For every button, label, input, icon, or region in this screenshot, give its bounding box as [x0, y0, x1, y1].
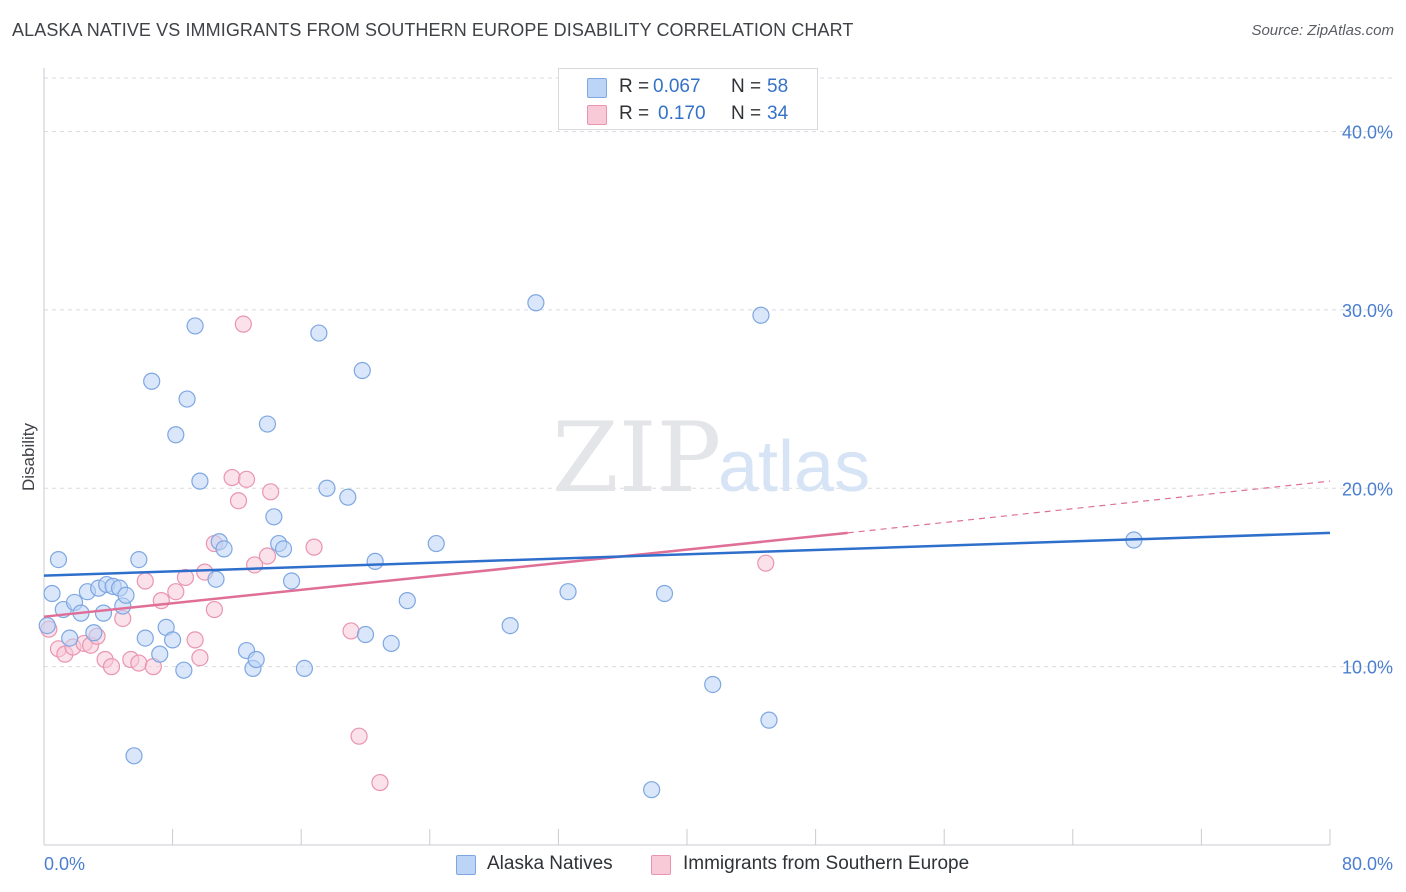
correlation-legend: R = 0.067 N = 58 R = 0.170 N = 34: [558, 68, 818, 130]
pink-point: [167, 583, 185, 601]
blue-point: [366, 552, 384, 570]
blue-point: [318, 479, 336, 497]
blue-point: [186, 317, 204, 335]
bottom-legend-label: Immigrants from Southern Europe: [683, 853, 970, 874]
blue-point: [215, 540, 233, 558]
pink-point: [342, 622, 360, 640]
axes: [43, 68, 1331, 846]
x-tick-max: 80.0%: [1342, 854, 1393, 874]
blue-point: [167, 426, 185, 444]
pink-point: [223, 468, 241, 487]
blue-point: [339, 488, 357, 506]
blue-point: [130, 551, 148, 569]
blue-point: [382, 634, 400, 653]
blue-point: [356, 625, 375, 644]
chart-title: ALASKA NATIVE VS IMMIGRANTS FROM SOUTHER…: [12, 20, 854, 40]
pink-trend-line: [43, 531, 848, 618]
series-blue-points: [38, 294, 1143, 799]
y-tick-label: 30.0%: [1342, 301, 1393, 321]
pink-point: [229, 492, 248, 510]
y-tick-label: 10.0%: [1342, 658, 1393, 678]
blue-point: [94, 604, 113, 622]
blue-point: [265, 508, 283, 526]
pink-point: [350, 727, 368, 745]
blue-point: [353, 361, 371, 380]
blue-point: [143, 372, 161, 390]
blue-trend-line: [43, 531, 1331, 577]
x-tick-labels: 0.0% 80.0%: [44, 854, 1393, 874]
gridlines: [44, 77, 1393, 668]
watermark-zip: ZIP: [552, 402, 721, 514]
blue-point: [527, 294, 545, 312]
pink-point: [136, 572, 154, 590]
legend-r-value: 0.170: [658, 103, 706, 124]
blue-point: [427, 534, 445, 553]
y-tick-label: 40.0%: [1342, 123, 1393, 143]
pink-point: [205, 600, 223, 619]
legend-n-value: 34: [767, 103, 789, 124]
trend-lines: [43, 480, 1331, 618]
pink-trend-extension: [847, 480, 1331, 534]
blue-point: [38, 617, 56, 635]
blue-point: [282, 572, 301, 590]
pink-point: [757, 554, 775, 572]
blue-point: [398, 592, 416, 610]
source-label: Source: ZipAtlas.com: [1251, 22, 1394, 39]
pink-point: [371, 773, 389, 792]
pink-point: [191, 649, 209, 667]
watermark-atlas: atlas: [718, 427, 870, 507]
legend-r-label: R =: [619, 103, 650, 124]
blue-point: [655, 584, 674, 603]
blue-point: [49, 551, 68, 569]
legend-swatch-blue: [587, 78, 607, 98]
pink-point: [102, 658, 121, 676]
pink-point: [186, 631, 204, 649]
legend-n-label: N =: [731, 76, 762, 97]
bottom-legend-swatch-blue: [456, 855, 476, 875]
y-tick-label: 20.0%: [1342, 479, 1393, 499]
blue-point: [247, 650, 265, 669]
pink-point: [258, 547, 277, 565]
pink-point: [262, 483, 280, 501]
blue-point: [559, 583, 577, 601]
legend-swatch-pink: [587, 105, 607, 125]
blue-point: [175, 661, 193, 679]
y-axis-label: Disability: [19, 422, 38, 491]
blue-point: [207, 570, 225, 588]
blue-point: [164, 631, 182, 649]
blue-point: [752, 306, 770, 324]
pink-point: [237, 470, 256, 488]
pink-point: [176, 568, 195, 587]
blue-point: [274, 540, 293, 558]
blue-point: [151, 645, 169, 663]
blue-point: [295, 659, 314, 678]
blue-point: [310, 324, 328, 342]
blue-point: [643, 781, 661, 799]
watermark: ZIP atlas: [552, 402, 870, 514]
blue-point: [61, 629, 79, 647]
blue-point: [191, 472, 209, 490]
blue-point: [136, 629, 154, 647]
bottom-legend-swatch-pink: [651, 855, 671, 875]
blue-point: [760, 711, 778, 729]
pink-point: [305, 538, 323, 556]
blue-point: [85, 624, 103, 642]
legend-n-label: N =: [731, 103, 762, 124]
blue-point: [501, 617, 519, 635]
x-tick-min: 0.0%: [44, 854, 85, 874]
legend-n-value: 58: [767, 76, 789, 97]
legend-r-value: 0.067: [653, 76, 701, 97]
bottom-legend-label: Alaska Natives: [487, 853, 613, 874]
pink-point: [234, 315, 252, 333]
blue-point: [117, 586, 135, 604]
blue-point: [704, 675, 722, 694]
blue-point: [125, 747, 143, 765]
blue-point: [258, 415, 277, 433]
blue-point: [178, 390, 196, 408]
blue-point: [43, 584, 61, 603]
y-tick-labels: 10.0% 20.0% 30.0% 40.0%: [1342, 123, 1393, 678]
pink-point: [130, 654, 148, 672]
legend-r-label: R =: [619, 76, 650, 97]
